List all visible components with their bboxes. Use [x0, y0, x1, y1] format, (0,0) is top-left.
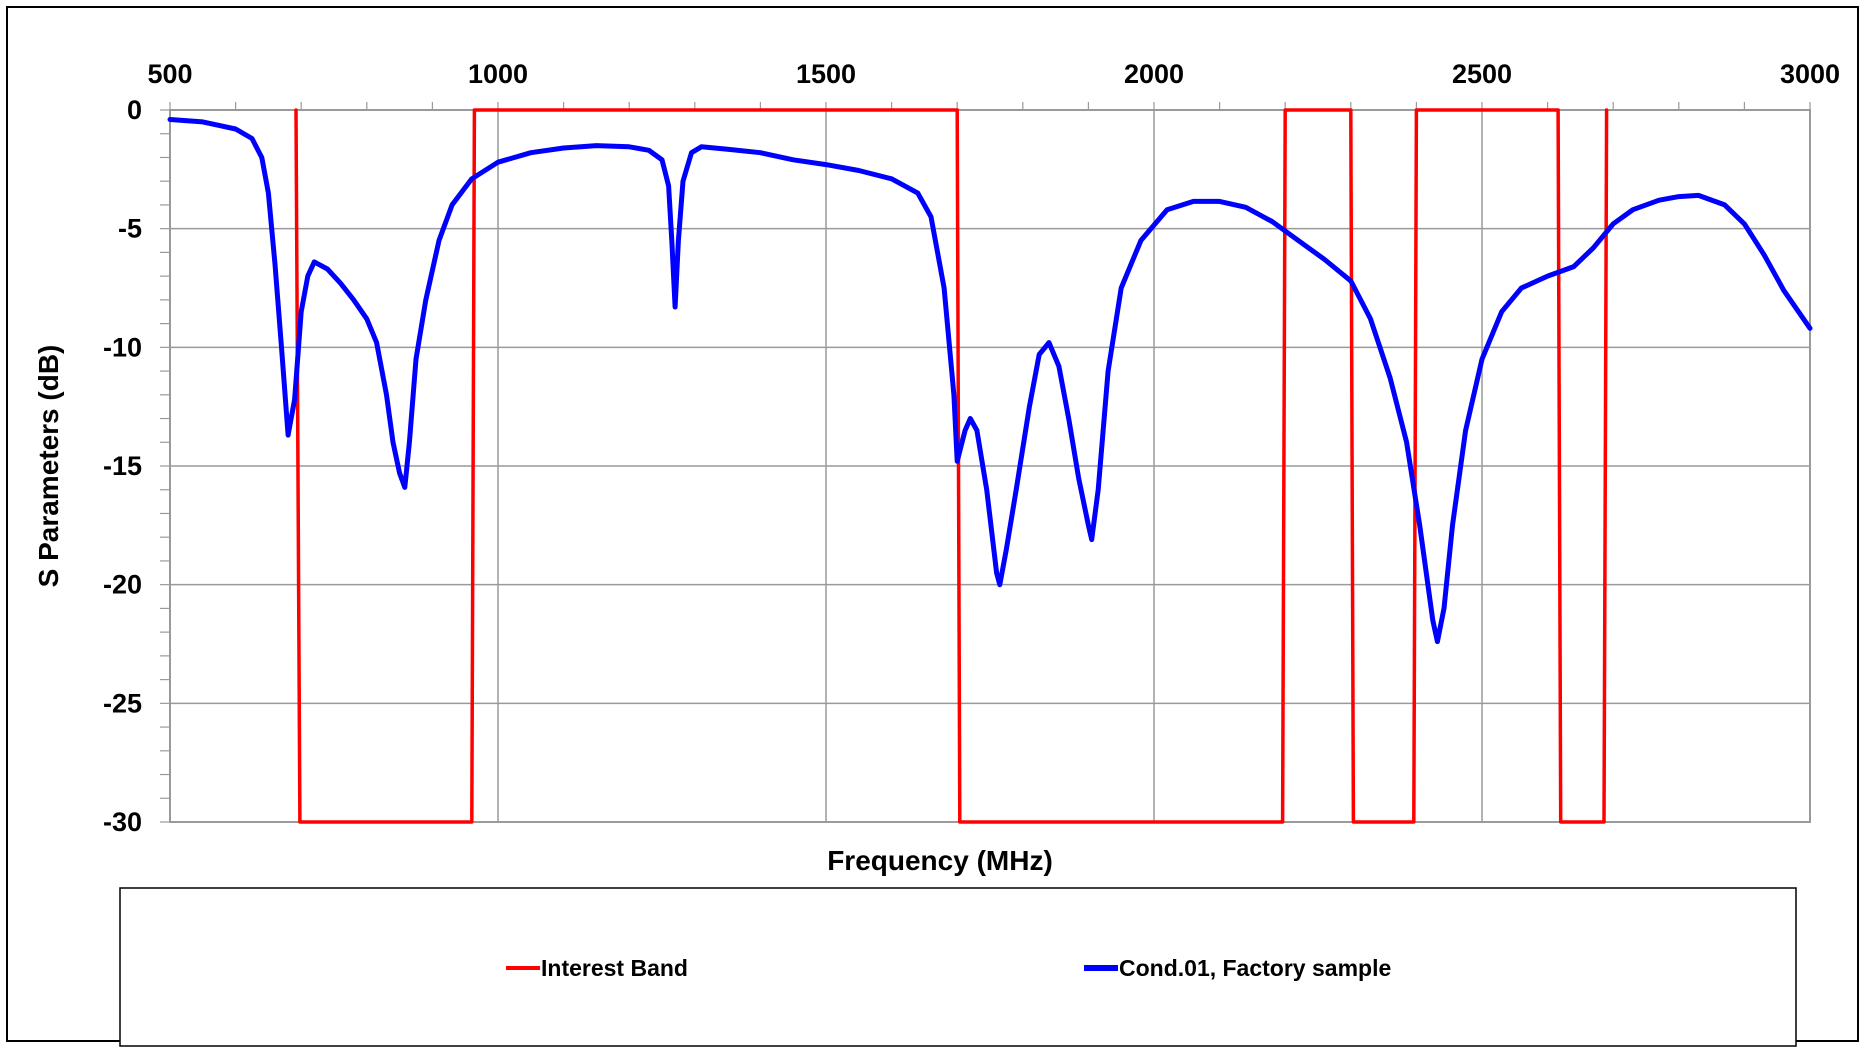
- y-tick-label: -10: [103, 332, 142, 362]
- legend-item-interest-band: Interest Band: [506, 955, 688, 981]
- series-line-interest-band: [294, 108, 1609, 824]
- x-tick-labels: 500 1000 1500 2000 2500 3000: [147, 59, 1840, 89]
- y-tick-label: -20: [103, 570, 142, 600]
- x-tick-label: 500: [147, 59, 192, 89]
- legend-box: [119, 887, 1797, 1047]
- legend-item-factory-sample: Cond.01, Factory sample: [1084, 955, 1391, 981]
- y-tick-label: 0: [127, 95, 142, 125]
- x-tick-label: 1000: [468, 59, 528, 89]
- series-line-cond-01-factory-sample: [167, 117, 1813, 645]
- y-tick-label: -25: [103, 688, 142, 718]
- minor-tick-layer: [160, 102, 1811, 823]
- y-tick-label: -15: [103, 451, 142, 481]
- y-tick-label: -30: [103, 807, 142, 837]
- x-tick-label: 2500: [1452, 59, 1512, 89]
- legend-label-factory-sample: Cond.01, Factory sample: [1119, 955, 1391, 981]
- y-tick-label: -5: [118, 214, 142, 244]
- y-axis-title: S Parameters (dB): [33, 345, 64, 588]
- legend-label-interest-band: Interest Band: [541, 955, 688, 981]
- series-layer: [167, 108, 1813, 824]
- x-tick-label: 3000: [1780, 59, 1840, 89]
- x-axis-title: Frequency (MHz): [827, 845, 1053, 876]
- x-tick-label: 2000: [1124, 59, 1184, 89]
- x-tick-label: 1500: [796, 59, 856, 89]
- chart-frame: [6, 6, 1859, 1042]
- y-tick-labels: 0 -5 -10 -15 -20 -25 -30: [103, 95, 142, 837]
